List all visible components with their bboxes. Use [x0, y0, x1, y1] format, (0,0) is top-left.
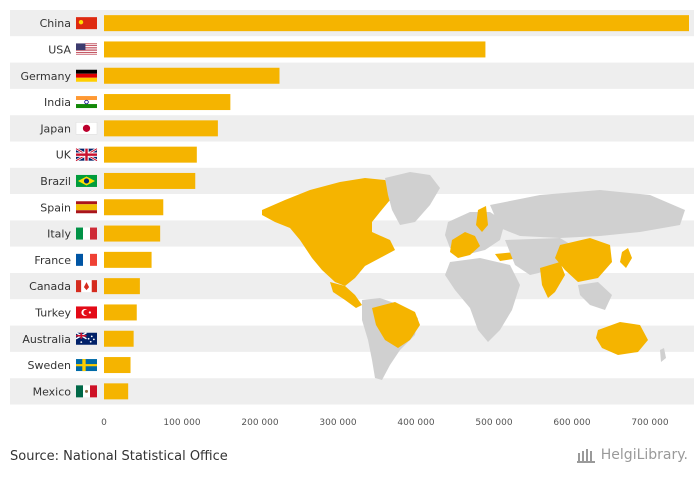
helgilibrary-logo: HelgiLibrary. — [576, 447, 688, 463]
map-australia — [596, 322, 648, 355]
turkey-flag-icon — [76, 306, 97, 319]
category-label: China — [40, 17, 71, 30]
map-japan — [620, 248, 632, 268]
map-russia — [490, 190, 685, 238]
category-label: Australia — [22, 333, 71, 346]
bar-canada — [104, 278, 140, 295]
france-flag-icon — [76, 253, 97, 266]
category-label: India — [44, 96, 71, 109]
category-label: Sweden — [28, 359, 71, 372]
x-tick-label: 300 000 — [319, 418, 356, 428]
bar-japan — [104, 120, 218, 137]
category-label: Brazil — [40, 175, 71, 188]
source-note: Source: National Statistical Office — [10, 449, 228, 464]
category-label: France — [34, 254, 71, 267]
map-india — [540, 262, 565, 298]
map-central-america — [330, 282, 362, 308]
world-map — [262, 172, 685, 380]
sweden-flag-icon — [76, 359, 97, 372]
category-label: USA — [48, 43, 71, 56]
map-africa — [445, 258, 520, 342]
japan-flag-icon — [75, 122, 98, 135]
germany-flag-icon — [76, 69, 97, 82]
bar-france — [104, 251, 152, 268]
china-flag-icon — [76, 17, 97, 30]
bar-india — [104, 94, 231, 111]
australia-flag-icon — [75, 332, 97, 345]
x-tick-label: 500 000 — [475, 418, 512, 428]
usa-flag-icon — [76, 43, 97, 56]
brazil-flag-icon — [76, 174, 97, 187]
bar-china — [104, 15, 689, 32]
category-label: Mexico — [33, 385, 72, 398]
bars — [104, 15, 689, 400]
map-greenland — [385, 172, 440, 225]
x-tick-label: 200 000 — [241, 418, 278, 428]
bar-mexico — [104, 383, 129, 400]
bar-italy — [104, 225, 161, 242]
bar-sweden — [104, 357, 131, 374]
category-labels: China USA Germany India Japan UK Brazil Spain It… — [20, 17, 71, 398]
map-sweden — [476, 206, 488, 232]
bar-usa — [104, 41, 486, 58]
bar-brazil — [104, 172, 196, 189]
bar-germany — [104, 67, 280, 84]
bar-chart: China USA Germany India Japan UK Brazil Spain It… — [10, 10, 694, 428]
map-brazil — [372, 302, 420, 348]
bar-australia — [104, 330, 134, 347]
map-north-america — [262, 178, 395, 286]
logo-text: HelgiLibrary. — [600, 447, 688, 463]
x-tick-label: 400 000 — [397, 418, 434, 428]
canada-flag-icon — [76, 280, 97, 293]
x-tick-label: 0 — [101, 418, 107, 428]
x-tick-label: 100 000 — [163, 418, 200, 428]
category-label: Italy — [47, 228, 71, 241]
spain-flag-icon — [76, 201, 97, 214]
category-label: Spain — [40, 201, 71, 214]
category-label: Germany — [20, 70, 71, 83]
map-new-zealand — [660, 348, 666, 362]
library-icon — [576, 449, 595, 463]
bar-spain — [104, 199, 164, 216]
category-label: UK — [56, 149, 72, 162]
uk-flag-icon — [75, 147, 98, 162]
mexico-flag-icon — [76, 385, 97, 398]
category-label: Turkey — [34, 306, 71, 319]
map-europe-highlight — [450, 232, 480, 258]
map-china — [555, 238, 612, 282]
bar-turkey — [104, 304, 137, 321]
category-label: Canada — [29, 280, 71, 293]
x-axis-ticks: 0 100 000 200 000 300 000 400 000 500 000 600 … — [101, 418, 669, 428]
x-tick-label: 700 000 — [631, 418, 668, 428]
map-se-asia — [578, 282, 612, 310]
india-flag-icon — [76, 96, 97, 109]
italy-flag-icon — [76, 227, 97, 240]
flags — [75, 17, 98, 398]
category-label: Japan — [39, 122, 71, 135]
x-tick-label: 600 000 — [553, 418, 590, 428]
bar-uk — [104, 146, 197, 163]
